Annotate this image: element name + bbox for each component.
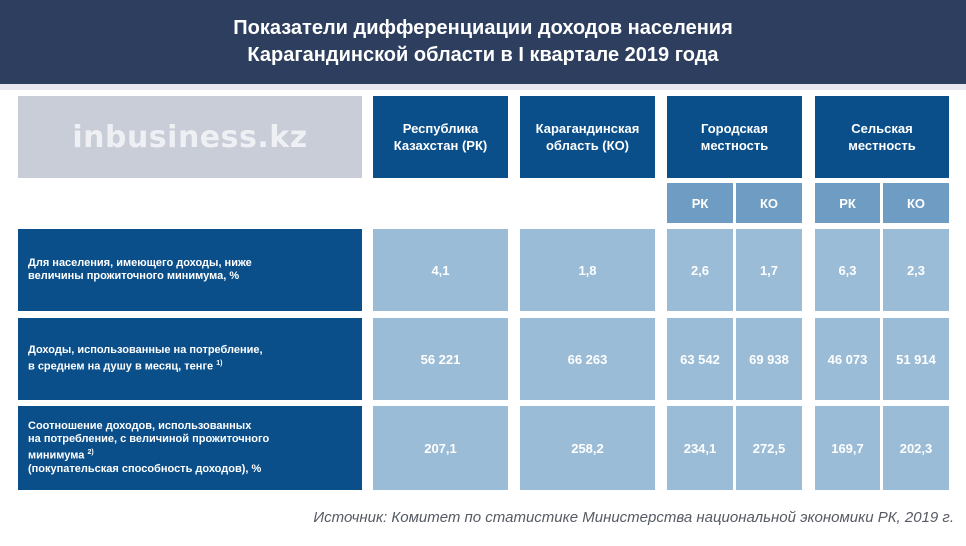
header-rk-line1: Республика [402, 121, 479, 136]
table-cell: 258,2 [520, 406, 655, 490]
header-ko-line2: область (КО) [545, 138, 630, 153]
table-cell: 2,6 [667, 229, 733, 311]
subheader-urban-ko: КО [736, 183, 802, 223]
header-rural: Сельская местность [815, 96, 949, 178]
row-label-consumption: Доходы, использованные на потребление, в… [18, 318, 362, 400]
row-label-line: Доходы, использованные на потребление, [28, 344, 263, 357]
divider-stripe [0, 84, 966, 90]
header-rk-line2: Казахстан (РК) [393, 138, 488, 153]
row-label-text: минимума [28, 449, 85, 462]
table-cell: 2,3 [883, 229, 949, 311]
header-rk: Республика Казахстан (РК) [373, 96, 508, 178]
table-cell: 56 221 [373, 318, 508, 400]
table-cell: 6,3 [815, 229, 880, 311]
subheader-rural-rk: РК [815, 183, 880, 223]
table-cell: 63 542 [667, 318, 733, 400]
row-label-line: Для населения, имеющего доходы, ниже [28, 257, 252, 269]
table-cell: 51 914 [883, 318, 949, 400]
table-cell: 1,7 [736, 229, 802, 311]
source-note: Источник: Комитет по статистике Министер… [313, 509, 954, 526]
header-ko-line1: Карагандинская [535, 121, 640, 136]
table-cell: 169,7 [815, 406, 880, 490]
header-rural-line1: Сельская [851, 121, 913, 136]
row-label-line: Соотношение доходов, использованных [28, 420, 252, 433]
header-urban-line1: Городская [700, 121, 768, 136]
table-cell: 1,8 [520, 229, 655, 311]
table-cell: 234,1 [667, 406, 733, 490]
inbusiness-logo: inbusiness.kz [72, 119, 308, 155]
row-label-line: (покупательская способность доходов), % [28, 462, 262, 475]
row-label-line: в среднем на душу в месяц, тенге 1) [28, 357, 263, 374]
subheader-urban-rk: РК [667, 183, 733, 223]
table-cell: 46 073 [815, 318, 880, 400]
row-label-poverty: Для населения, имеющего доходы, ниже вел… [18, 229, 362, 311]
header-urban-line2: местность [700, 138, 769, 153]
row-label-line: на потребление, с величиной прожиточного [28, 433, 270, 446]
table-cell: 66 263 [520, 318, 655, 400]
title-line-1: Показатели дифференциации доходов населе… [233, 17, 733, 39]
table-cell: 69 938 [736, 318, 802, 400]
row-label-purchasing-power: Соотношение доходов, использованных на п… [18, 406, 362, 490]
table-cell: 272,5 [736, 406, 802, 490]
header-ko: Карагандинская область (КО) [520, 96, 655, 178]
subheader-rural-ko: КО [883, 183, 949, 223]
header-urban: Городская местность [667, 96, 802, 178]
row-label-line: величины прожиточного минимума, % [28, 270, 240, 282]
table-cell: 207,1 [373, 406, 508, 490]
title-bar: Показатели дифференциации доходов населе… [0, 0, 966, 84]
footnote-marker: 1) [216, 360, 223, 368]
table-cell: 4,1 [373, 229, 508, 311]
footnote-marker: 2) [87, 449, 94, 457]
logo-box: inbusiness.kz [18, 96, 362, 178]
header-rural-line2: местность [848, 138, 916, 153]
title-line-2: Карагандинской области в I квартале 2019… [247, 44, 719, 66]
row-label-line: минимума 2) [28, 446, 269, 463]
row-label-text: в среднем на душу в месяц, тенге [28, 360, 214, 373]
table-cell: 202,3 [883, 406, 949, 490]
